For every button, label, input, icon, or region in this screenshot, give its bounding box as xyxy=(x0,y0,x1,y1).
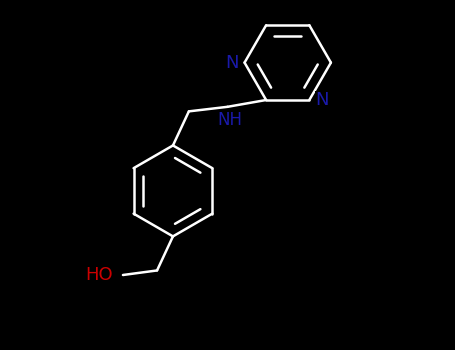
Text: NH: NH xyxy=(217,111,242,130)
Text: N: N xyxy=(315,91,328,109)
Text: HO: HO xyxy=(86,266,113,284)
Text: N: N xyxy=(226,54,239,72)
